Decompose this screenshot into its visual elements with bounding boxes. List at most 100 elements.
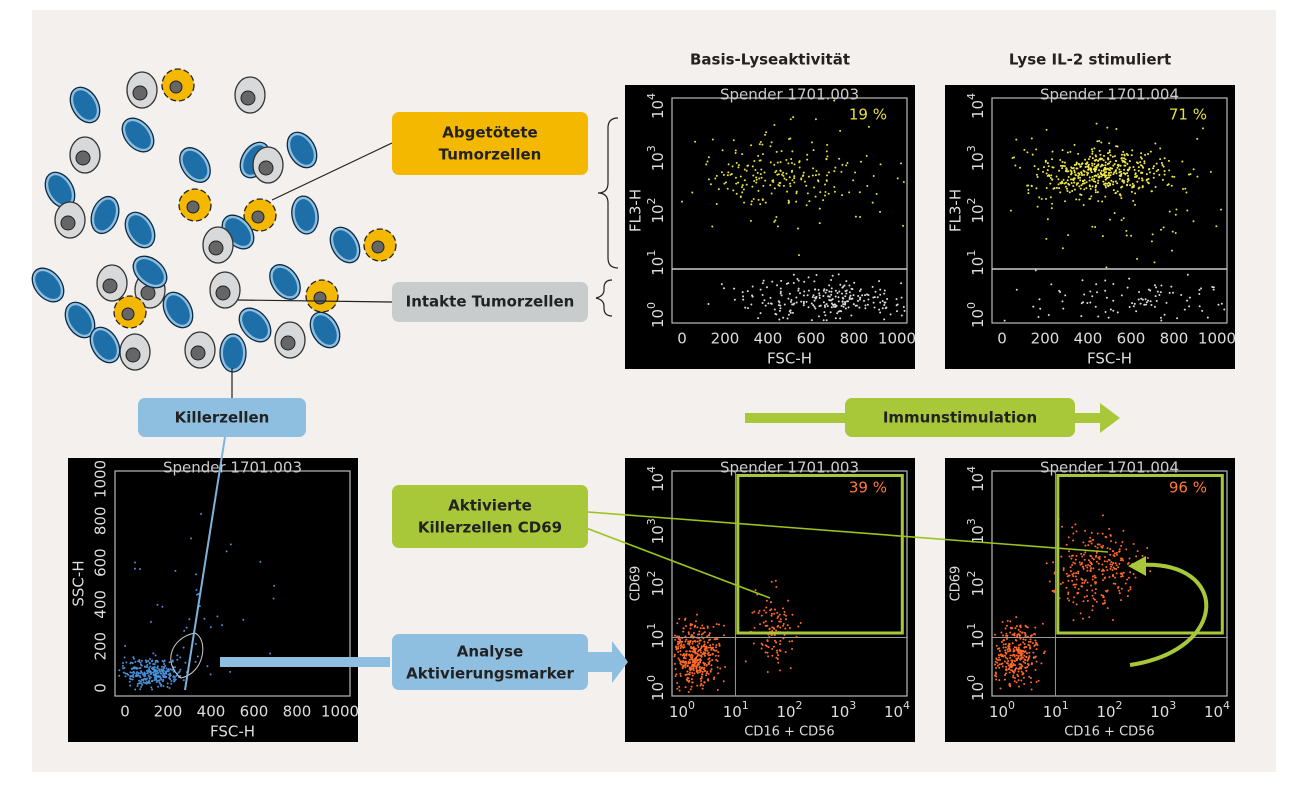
dot: [1047, 169, 1049, 171]
dot: [701, 673, 703, 675]
tick-base: 10: [989, 703, 1008, 721]
dot: [1131, 302, 1133, 304]
dot: [148, 667, 150, 669]
dot: [136, 668, 138, 670]
dot: [791, 162, 793, 164]
dot: [1109, 548, 1111, 550]
dot: [879, 289, 881, 291]
tick-exp: 3: [849, 699, 856, 712]
dot: [1066, 188, 1068, 190]
dot: [149, 662, 151, 664]
dot: [1030, 681, 1032, 683]
tick-exp: 4: [965, 93, 978, 100]
dot: [700, 680, 702, 682]
dot: [1034, 627, 1036, 629]
dot: [706, 672, 708, 674]
dot: [1002, 666, 1004, 668]
dot: [784, 304, 786, 306]
dot: [1012, 642, 1014, 644]
dot: [1102, 579, 1104, 581]
dot: [753, 160, 755, 162]
dot: [188, 618, 190, 620]
dot: [1015, 647, 1017, 649]
dot: [868, 126, 870, 128]
dot: [708, 657, 710, 659]
dot: [854, 172, 856, 174]
dot: [1023, 661, 1025, 663]
dot: [1067, 591, 1069, 593]
dot: [129, 671, 131, 673]
dot: [753, 180, 755, 182]
column-header: Basis-Lyseaktivität: [690, 51, 850, 69]
dot: [896, 310, 898, 312]
dot: [759, 623, 761, 625]
dot: [692, 643, 694, 645]
dot: [1108, 576, 1110, 578]
dot: [1207, 317, 1209, 319]
dot: [751, 200, 753, 202]
dot: [1122, 151, 1124, 153]
dot: [723, 634, 725, 636]
dot: [727, 174, 729, 176]
dot: [742, 184, 744, 186]
dot: [841, 300, 843, 302]
dot: [677, 651, 679, 653]
dot: [1027, 189, 1029, 191]
tick-exp: 0: [645, 675, 658, 682]
dot: [1116, 572, 1118, 574]
dot: [687, 665, 689, 667]
dot: [1083, 182, 1085, 184]
dot: [1091, 165, 1093, 167]
dot: [1115, 541, 1117, 543]
dot: [1076, 579, 1078, 581]
dot: [169, 678, 171, 680]
dot: [1023, 647, 1025, 649]
dot: [132, 674, 134, 676]
column-header: Lyse IL-2 stimuliert: [1009, 51, 1171, 69]
dot: [1127, 169, 1129, 171]
dot: [877, 296, 879, 298]
dot: [1090, 570, 1092, 572]
dot: [1104, 290, 1106, 292]
dot: [995, 679, 997, 681]
cell: [210, 272, 240, 308]
dot: [1070, 178, 1072, 180]
dot: [765, 607, 767, 609]
cell: [179, 189, 211, 221]
dot: [1202, 127, 1204, 129]
dot: [686, 677, 688, 679]
dot: [689, 640, 691, 642]
dot: [169, 687, 171, 689]
dot: [1090, 169, 1092, 171]
dot: [838, 291, 840, 293]
dot: [774, 608, 776, 610]
dot: [771, 303, 773, 305]
dot: [904, 310, 906, 312]
dot: [790, 667, 792, 669]
dot: [790, 301, 792, 303]
dot: [1018, 657, 1020, 659]
dot: [1126, 235, 1128, 237]
dot: [221, 624, 223, 626]
dot: [1110, 566, 1112, 568]
dot: [1198, 293, 1200, 295]
dot: [1016, 681, 1018, 683]
dot: [1135, 310, 1137, 312]
dot: [685, 625, 687, 627]
dot: [752, 165, 754, 167]
dot: [140, 681, 142, 683]
dot: [759, 610, 761, 612]
dot: [799, 167, 801, 169]
dot: [1124, 173, 1126, 175]
dot: [691, 634, 693, 636]
dot: [699, 666, 701, 668]
dot: [684, 660, 686, 662]
callout-text: Killerzellen: [175, 409, 270, 427]
dot: [1093, 147, 1095, 149]
dot: [683, 653, 685, 655]
dot: [127, 674, 129, 676]
gate-percent: 71 %: [1169, 106, 1207, 124]
dot: [688, 631, 690, 633]
dot: [836, 305, 838, 307]
dot: [750, 144, 752, 146]
